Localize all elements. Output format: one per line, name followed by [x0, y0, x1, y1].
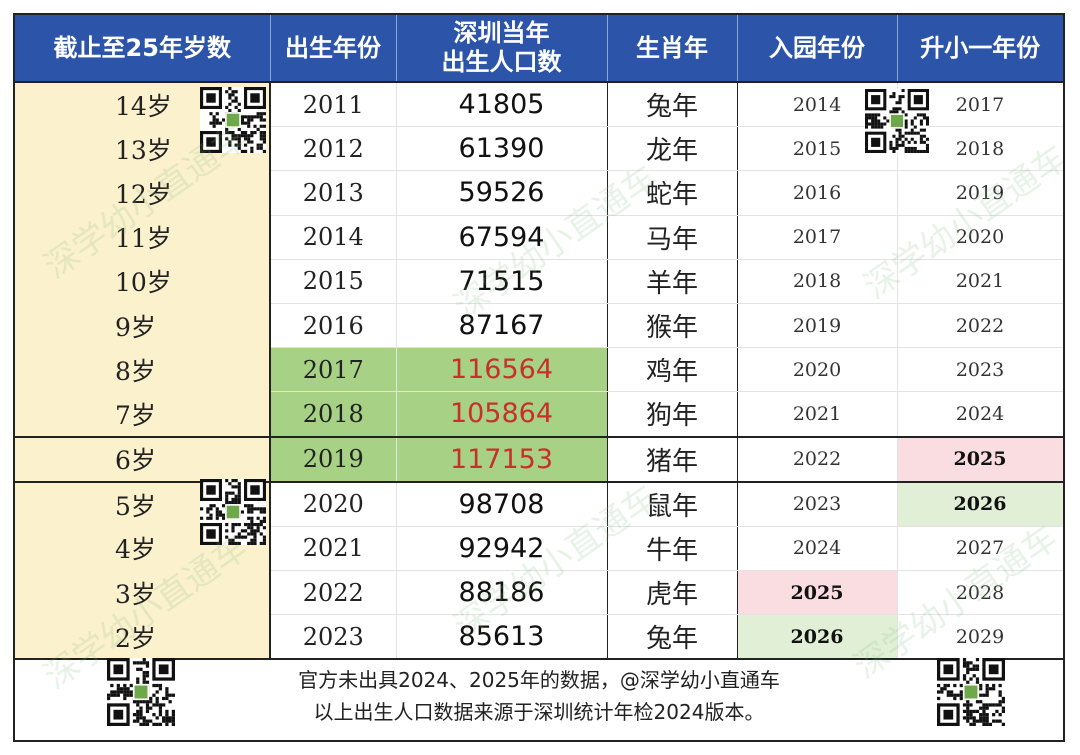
kindergarten-year-cell: 2017 — [737, 215, 898, 260]
birth-year-cell: 2023 — [270, 614, 397, 661]
birth-population-table-card: 截止至25年岁数 出生年份 深圳当年 出生人口数 生肖年 入园年份 升小一年份 1… — [13, 13, 1065, 742]
table-row: 6岁 2019 117153 猪年 2022 2025 — [15, 435, 1063, 483]
kindergarten-year-cell: 2022 — [737, 435, 898, 483]
birth-year-cell: 2017 — [270, 347, 397, 393]
qr-code-icon — [107, 658, 175, 726]
age-cell: 8岁 — [15, 347, 271, 392]
population-cell: 87167 — [395, 303, 608, 349]
population-cell: 59526 — [395, 170, 608, 216]
primary-year-cell: 2028 — [897, 570, 1063, 616]
table-row: 9岁 2016 87167 猴年 2019 2022 — [15, 303, 1063, 349]
primary-year-cell: 2027 — [897, 526, 1063, 572]
age-cell: 9岁 — [15, 303, 271, 348]
primary-year-cell: 2021 — [897, 259, 1063, 304]
qr-code-icon — [937, 658, 1005, 726]
primary-year-cell: 2026 — [897, 480, 1063, 527]
age-cell: 7岁 — [15, 391, 271, 437]
table-row: 7岁 2018 105864 狗年 2021 2024 — [15, 391, 1063, 437]
kindergarten-year-cell: 2020 — [737, 347, 898, 393]
primary-year-cell: 2024 — [897, 391, 1063, 437]
qr-code-icon — [200, 87, 266, 153]
age-cell: 6岁 — [15, 435, 271, 482]
primary-year-cell: 2025 — [897, 435, 1063, 483]
kindergarten-year-cell: 2021 — [737, 391, 898, 437]
header-age: 截止至25年岁数 — [15, 15, 271, 83]
primary-year-cell: 2023 — [897, 347, 1063, 393]
zodiac-cell: 猪年 — [607, 435, 738, 483]
footer: 官方未出具2024、2025年的数据，@深学幼小直通车 以上出生人口数据来源于深… — [15, 642, 1063, 740]
birth-year-cell: 2022 — [270, 570, 397, 616]
zodiac-cell: 鼠年 — [607, 480, 738, 527]
age-cell: 12岁 — [15, 170, 271, 216]
qr-code-icon — [865, 89, 929, 153]
population-cell: 67594 — [395, 215, 608, 260]
table-row: 10岁 2015 71515 羊年 2018 2021 — [15, 259, 1063, 304]
zodiac-cell: 猴年 — [607, 303, 738, 349]
birth-year-cell: 2012 — [270, 126, 397, 172]
zodiac-cell: 蛇年 — [607, 170, 738, 216]
header-zodiac: 生肖年 — [607, 15, 738, 83]
header-primary-year: 升小一年份 — [897, 15, 1063, 83]
birth-year-cell: 2020 — [270, 480, 397, 527]
age-cell: 4岁 — [15, 526, 271, 571]
age-cell: 2岁 — [15, 614, 271, 661]
birth-year-cell: 2015 — [270, 259, 397, 304]
birth-year-cell: 2021 — [270, 526, 397, 572]
population-cell: 61390 — [395, 126, 608, 172]
primary-year-cell: 2020 — [897, 215, 1063, 260]
zodiac-cell: 龙年 — [607, 126, 738, 172]
kindergarten-year-cell: 2025 — [737, 570, 898, 616]
kindergarten-year-cell: 2018 — [737, 259, 898, 304]
header-kindergarten-year: 入园年份 — [737, 15, 898, 83]
zodiac-cell: 马年 — [607, 215, 738, 260]
header-birth-year: 出生年份 — [270, 15, 397, 83]
age-cell: 10岁 — [15, 259, 271, 304]
birth-year-cell: 2018 — [270, 391, 397, 437]
kindergarten-year-cell: 2019 — [737, 303, 898, 349]
footer-note-line1: 官方未出具2024、2025年的数据，@深学幼小直通车 — [298, 668, 780, 692]
population-cell: 41805 — [395, 82, 608, 128]
zodiac-cell: 鸡年 — [607, 347, 738, 393]
birth-year-cell: 2013 — [270, 170, 397, 216]
header-population: 深圳当年 出生人口数 — [396, 15, 608, 83]
zodiac-cell: 牛年 — [607, 526, 738, 572]
population-cell: 92942 — [395, 526, 608, 572]
birth-year-cell: 2011 — [270, 82, 397, 128]
population-cell: 71515 — [395, 259, 608, 304]
qr-code-icon — [200, 479, 266, 545]
population-cell: 117153 — [395, 435, 608, 483]
birth-year-cell: 2019 — [270, 435, 397, 483]
zodiac-cell: 兔年 — [607, 82, 738, 128]
footer-note-line2: 以上出生人口数据来源于深圳统计年检2024版本。 — [313, 700, 765, 724]
age-cell: 11岁 — [15, 215, 271, 260]
table-row: 5岁 2020 98708 鼠年 2023 2026 — [15, 480, 1063, 527]
population-cell: 105864 — [395, 391, 608, 437]
kindergarten-year-cell: 2023 — [737, 480, 898, 527]
zodiac-cell: 虎年 — [607, 570, 738, 616]
zodiac-cell: 狗年 — [607, 391, 738, 437]
table-row: 2岁 2023 85613 兔年 2026 2029 — [15, 614, 1063, 661]
age-cell: 3岁 — [15, 570, 271, 615]
table-row: 11岁 2014 67594 马年 2017 2020 — [15, 215, 1063, 260]
table-row: 3岁 2022 88186 虎年 2025 2028 — [15, 570, 1063, 616]
population-cell: 88186 — [395, 570, 608, 616]
header-row: 截止至25年岁数 出生年份 深圳当年 出生人口数 生肖年 入园年份 升小一年份 — [15, 15, 1063, 83]
kindergarten-year-cell: 2016 — [737, 170, 898, 216]
birth-year-cell: 2016 — [270, 303, 397, 349]
birth-year-cell: 2014 — [270, 215, 397, 260]
table-row: 8岁 2017 116564 鸡年 2020 2023 — [15, 347, 1063, 393]
table-row: 4岁 2021 92942 牛年 2024 2027 — [15, 526, 1063, 572]
primary-year-cell: 2022 — [897, 303, 1063, 349]
table-row: 12岁 2013 59526 蛇年 2016 2019 — [15, 170, 1063, 216]
population-cell: 85613 — [395, 614, 608, 661]
zodiac-cell: 兔年 — [607, 614, 738, 661]
kindergarten-year-cell: 2024 — [737, 526, 898, 572]
zodiac-cell: 羊年 — [607, 259, 738, 304]
kindergarten-year-cell: 2026 — [737, 614, 898, 661]
population-cell: 98708 — [395, 480, 608, 527]
primary-year-cell: 2019 — [897, 170, 1063, 216]
population-cell: 116564 — [395, 347, 608, 393]
